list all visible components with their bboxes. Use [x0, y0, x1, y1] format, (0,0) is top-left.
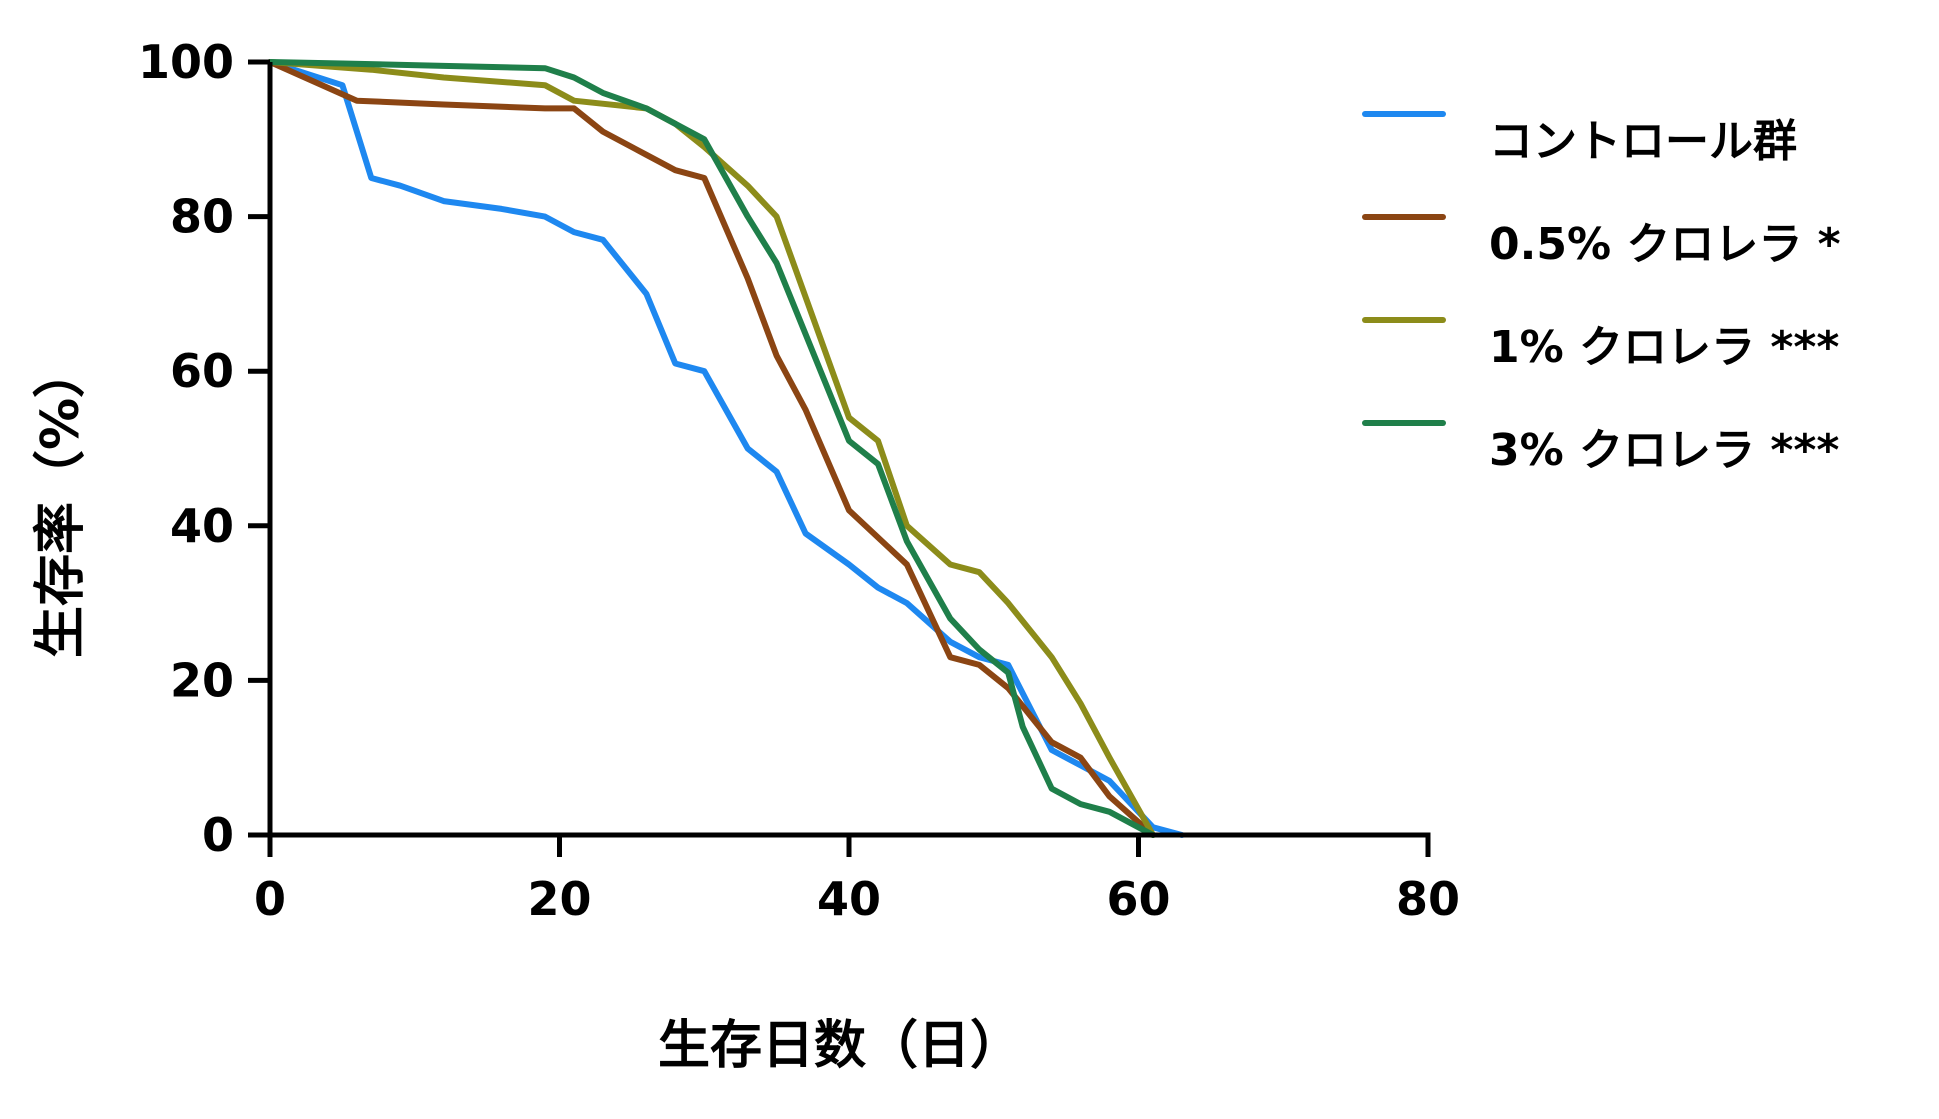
y-tick-label: 100	[138, 35, 234, 89]
legend: コントロール群 0.5% クロレラ * 1% クロレラ *** 3% クロレラ ***	[1362, 111, 1841, 476]
series-line-4	[267, 59, 1156, 838]
legend-label: 1% クロレラ ***	[1489, 322, 1839, 373]
x-tick-label: 80	[1396, 872, 1460, 926]
x-tick-label: 60	[1106, 872, 1170, 926]
y-tick-label: 0	[202, 808, 234, 862]
y-tick-label: 20	[170, 653, 234, 707]
legend-label: 0.5% クロレラ *	[1489, 219, 1841, 270]
y-tick-label: 80	[170, 190, 234, 244]
y-tick-label: 60	[170, 344, 234, 398]
y-axis-title: 生存率（%）	[31, 346, 91, 658]
series-line-3	[267, 59, 1156, 838]
legend-label: コントロール群	[1489, 116, 1797, 167]
series-layer	[267, 59, 1185, 838]
x-tick-label: 20	[527, 872, 591, 926]
x-tick-label: 0	[254, 872, 286, 926]
x-tick-label: 40	[817, 872, 881, 926]
series-line-2	[267, 59, 1156, 838]
x-axis-title: 生存日数（日）	[658, 1016, 1022, 1076]
axes: 0 20 40 60 80 100 0 20 40 60 80	[138, 35, 1460, 926]
legend-label: 3% クロレラ ***	[1489, 425, 1839, 476]
y-tick-label: 40	[170, 499, 234, 553]
